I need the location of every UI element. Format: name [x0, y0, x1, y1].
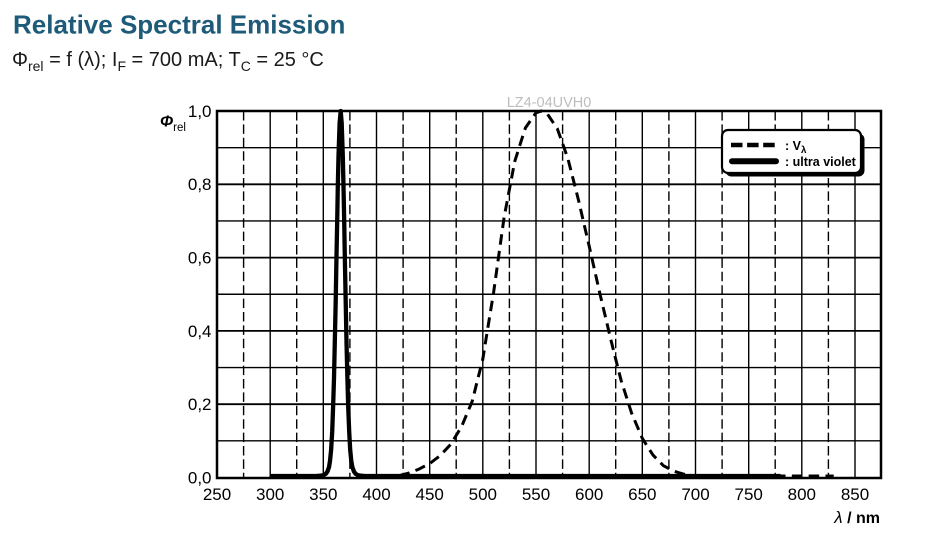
- svg-text:650: 650: [628, 485, 656, 504]
- svg-text:600: 600: [575, 485, 603, 504]
- svg-text:450: 450: [416, 485, 444, 504]
- svg-text:Relative Spectral Emission: Relative Spectral Emission: [13, 10, 345, 40]
- svg-text:400: 400: [362, 485, 390, 504]
- svg-text:0,8: 0,8: [188, 175, 212, 194]
- svg-text:300: 300: [256, 485, 284, 504]
- svg-text:550: 550: [522, 485, 550, 504]
- svg-text:700: 700: [681, 485, 709, 504]
- svg-text:Φrel = f (λ); IF = 700 mA; TC: Φrel = f (λ); IF = 700 mA; TC = 25 °C: [12, 49, 324, 74]
- svg-text:λ / nm: λ / nm: [833, 508, 880, 527]
- svg-text:250: 250: [203, 485, 231, 504]
- svg-text:850: 850: [841, 485, 869, 504]
- svg-text:1,0: 1,0: [188, 102, 212, 121]
- svg-text:750: 750: [735, 485, 763, 504]
- svg-text:500: 500: [469, 485, 497, 504]
- svg-text:0,6: 0,6: [188, 249, 212, 268]
- svg-text:: ultra violet: : ultra violet: [785, 155, 857, 169]
- svg-text:0,4: 0,4: [188, 322, 212, 341]
- svg-text:0,2: 0,2: [188, 395, 212, 414]
- svg-text:LZ4-04UVH0: LZ4-04UVH0: [507, 95, 592, 111]
- svg-text:350: 350: [309, 485, 337, 504]
- svg-text:800: 800: [788, 485, 816, 504]
- svg-text:0,0: 0,0: [188, 468, 212, 487]
